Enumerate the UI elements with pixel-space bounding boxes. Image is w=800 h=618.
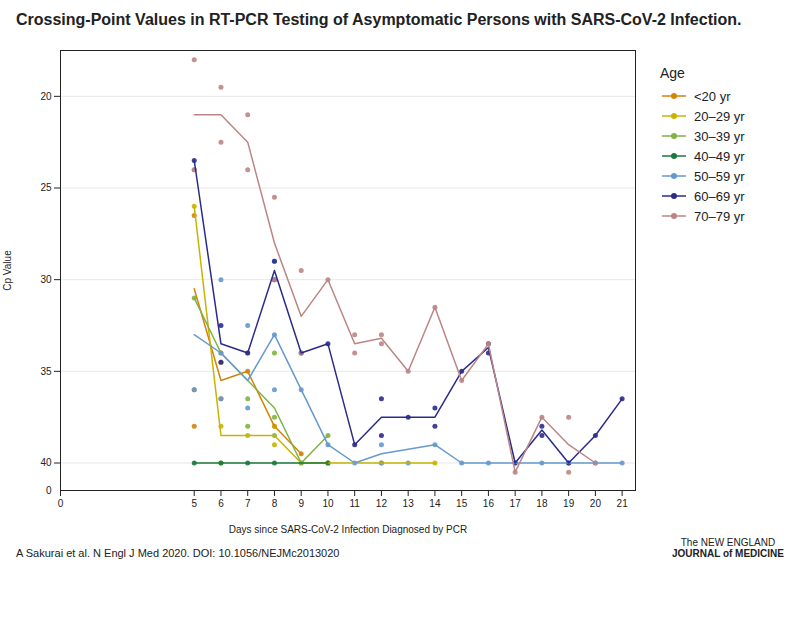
html-text:60–69 yr: 60–69 yr (694, 188, 745, 204)
svg-text:20: 20 (40, 90, 52, 101)
svg-text:30: 30 (40, 274, 52, 285)
svg-text:18: 18 (536, 497, 548, 508)
svg-text:12: 12 (376, 497, 388, 508)
svg-text:0: 0 (46, 484, 52, 495)
svg-text:6: 6 (218, 497, 224, 508)
svg-text:16: 16 (483, 497, 495, 508)
html-text:Age: Age (660, 64, 685, 81)
svg-text:40: 40 (40, 457, 52, 468)
html-text:<20 yr: <20 yr (694, 88, 731, 104)
html-text:Crossing-Point Values in RT-PC: Crossing-Point Values in RT-PCR Testing … (16, 11, 742, 28)
html-text:40–49 yr: 40–49 yr (694, 148, 745, 164)
svg-text:35: 35 (40, 365, 52, 376)
svg-text:17: 17 (510, 497, 522, 508)
html-text:30–39 yr: 30–39 yr (694, 128, 745, 144)
svg-text:Cp Value: Cp Value (2, 250, 13, 291)
svg-text:14: 14 (429, 497, 441, 508)
svg-text:20: 20 (590, 497, 602, 508)
svg-text:9: 9 (298, 497, 304, 508)
svg-text:21: 21 (617, 497, 629, 508)
svg-text:5: 5 (191, 497, 197, 508)
svg-text:10: 10 (322, 497, 334, 508)
html-text:JOURNAL of MEDICINE: JOURNAL of MEDICINE (672, 547, 784, 559)
svg-text:11: 11 (349, 497, 360, 508)
svg-text:0: 0 (58, 497, 64, 508)
svg-text:8: 8 (272, 497, 278, 508)
svg-text:15: 15 (456, 497, 468, 508)
html-text:20–29 yr: 20–29 yr (694, 108, 745, 124)
svg-text:7: 7 (245, 497, 251, 508)
svg-text:13: 13 (403, 497, 415, 508)
html-text:70–79 yr: 70–79 yr (694, 208, 745, 224)
svg-text:Days since SARS-CoV-2 Infectio: Days since SARS-CoV-2 Infection Diagnose… (229, 523, 467, 534)
svg-text:19: 19 (563, 497, 575, 508)
svg-text:25: 25 (40, 182, 52, 193)
html-text:50–59 yr: 50–59 yr (694, 168, 745, 184)
html-text:A Sakurai et al. N Engl J Med: A Sakurai et al. N Engl J Med 2020. DOI:… (16, 546, 340, 559)
html-text:The NEW ENGLAND: The NEW ENGLAND (680, 536, 776, 548)
